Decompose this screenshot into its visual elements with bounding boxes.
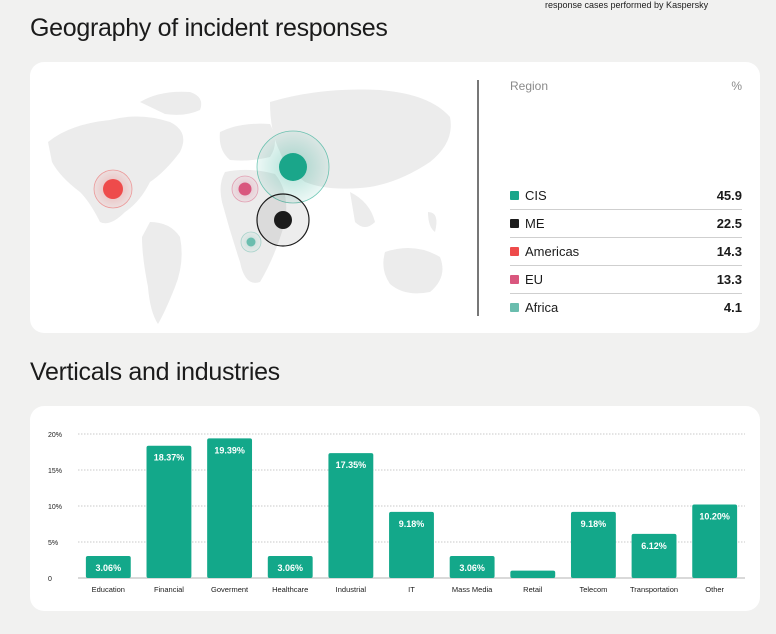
x-category-label: Retail: [523, 585, 543, 594]
region-name: Americas: [525, 244, 580, 259]
y-tick-label: 10%: [48, 504, 62, 511]
region-swatch: [510, 303, 519, 312]
region-swatch: [510, 247, 519, 256]
americas-marker: [93, 169, 133, 209]
region-name: CIS: [525, 188, 547, 203]
bar-value-label: 3.06%: [277, 563, 303, 573]
geography-card: Region % CIS 45.9 ME 22.5 Americas 14.3 …: [30, 62, 760, 333]
bar: [449, 555, 495, 578]
region-swatch: [510, 191, 519, 200]
y-tick-label: 15%: [48, 468, 62, 475]
bar: [570, 511, 616, 578]
region-value: 14.3: [716, 244, 742, 259]
cis-marker: [256, 130, 330, 204]
africa-marker: [240, 231, 262, 253]
x-category-label: IT: [408, 585, 415, 594]
x-category-label: Transportation: [630, 585, 678, 594]
region-name: EU: [525, 272, 544, 287]
x-category-label: Mass Media: [452, 585, 493, 594]
bar-value-label: 3.06%: [96, 563, 122, 573]
source-caption: response cases performed by Kaspersky: [545, 0, 709, 10]
region-column-header: Region: [510, 79, 549, 93]
bar: [389, 511, 434, 578]
bar-value-label: 9.18%: [399, 519, 425, 529]
y-tick-label: 20%: [48, 432, 62, 439]
bar-value-label: 6.12%: [641, 541, 667, 551]
legend-header: Region %: [510, 79, 742, 93]
eu-marker: [231, 175, 259, 203]
legend-row: Americas 14.3: [510, 238, 742, 266]
region-value: 4.1: [723, 300, 742, 315]
bar-value-label: 9.18%: [581, 519, 607, 529]
bar-value-label: 19.39%: [214, 445, 245, 455]
x-category-label: Goverment: [211, 585, 249, 594]
bar-value-label: 17.35%: [336, 460, 367, 470]
x-category-label: Financial: [154, 585, 184, 594]
legend-row: ME 22.5: [510, 210, 742, 238]
verticals-title: Verticals and industries: [30, 358, 280, 386]
bar-value-label: 1.02%: [520, 578, 546, 588]
bar-value-label: 3.06%: [459, 563, 485, 573]
me-marker: [256, 193, 310, 247]
region-legend: CIS 45.9 ME 22.5 Americas 14.3 EU 13.3 A…: [510, 182, 742, 321]
bar-value-label: 18.37%: [154, 453, 185, 463]
y-tick-label: 0: [48, 576, 52, 583]
bar-value-label: 10.20%: [699, 512, 730, 522]
region-swatch: [510, 219, 519, 228]
x-category-label: Telecom: [579, 585, 607, 594]
legend-row: Africa 4.1: [510, 294, 742, 321]
bar: [631, 533, 677, 578]
x-category-label: Other: [705, 585, 724, 594]
region-name: Africa: [525, 300, 559, 315]
bar: [146, 445, 192, 578]
region-value: 22.5: [716, 216, 742, 231]
region-value: 45.9: [716, 188, 742, 203]
y-tick-label: 5%: [48, 540, 58, 547]
bar: [267, 555, 313, 578]
x-category-label: Industrial: [336, 585, 367, 594]
verticals-card: 0 5% 10% 15% 20% 3.06% Education 18.37% Financia…: [30, 406, 760, 611]
legend-row: CIS 45.9: [510, 182, 742, 210]
world-map: [48, 89, 451, 324]
bar: [328, 453, 374, 578]
x-category-label: Education: [92, 585, 125, 594]
legend-row: EU 13.3: [510, 266, 742, 294]
panel-divider: [477, 80, 479, 316]
bar: [692, 504, 738, 578]
bar: [207, 438, 253, 578]
x-category-label: Healthcare: [272, 585, 308, 594]
verticals-bar-chart: 0 5% 10% 15% 20% 3.06% Education 18.37% Financia…: [48, 432, 745, 594]
region-value: 13.3: [716, 272, 742, 287]
geography-title: Geography of incident responses: [30, 14, 388, 42]
bar: [85, 555, 131, 578]
region-name: ME: [525, 216, 545, 231]
region-swatch: [510, 275, 519, 284]
bar: [510, 570, 556, 578]
percent-column-header: %: [731, 79, 742, 93]
